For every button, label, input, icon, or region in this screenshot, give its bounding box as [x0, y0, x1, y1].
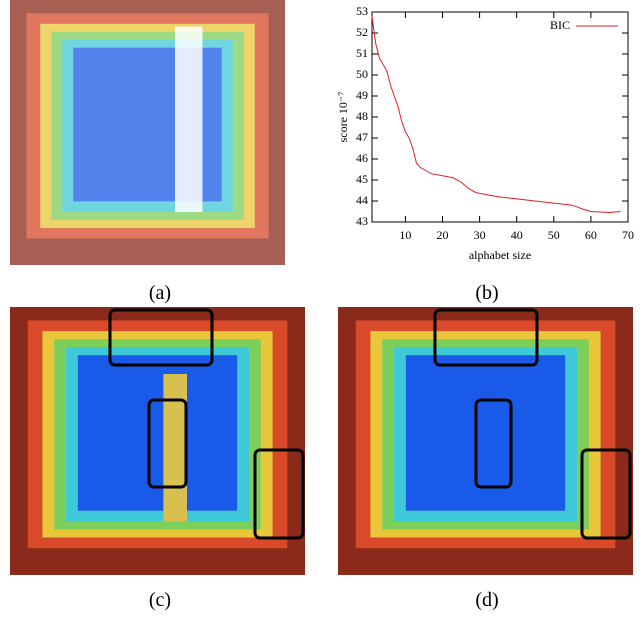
x-tick-label: 20	[436, 228, 448, 242]
panel-label: (a)	[149, 282, 171, 304]
x-tick-label: 10	[399, 228, 411, 242]
y-tick-label: 47	[356, 130, 368, 144]
y-tick-label: 45	[356, 172, 368, 186]
x-tick-label: 30	[474, 228, 486, 242]
y-tick-label: 51	[356, 46, 368, 60]
y-tick-label: 46	[356, 151, 368, 165]
line	[372, 16, 621, 212]
y-tick-label: 52	[356, 25, 368, 39]
x-axis-label: alphabet size	[469, 248, 531, 262]
plot-frame	[372, 12, 628, 222]
y-tick-label: 44	[356, 193, 368, 207]
panel-label: (c)	[149, 589, 171, 611]
x-tick-label: 40	[511, 228, 523, 242]
panel-label: (d)	[475, 589, 498, 611]
figure: (a) (b) (c) (d) 43 44 45 46 47 48 49 50 51 52 53 10…	[0, 0, 644, 612]
x-tick-label: 50	[548, 228, 560, 242]
image-d	[338, 307, 633, 575]
y-tick-label: 49	[356, 88, 368, 102]
x-tick-label: 60	[585, 228, 597, 242]
y-tick-label: 53	[356, 4, 368, 18]
x-tick-label: 70	[622, 228, 634, 242]
y-tick-label: 43	[356, 214, 368, 228]
panel-label: (b)	[475, 282, 498, 304]
legend-label: BIC	[550, 18, 570, 32]
y-axis-label: score 10⁻⁷	[336, 92, 350, 143]
image-a	[10, 0, 285, 265]
y-tick-label: 48	[356, 109, 368, 123]
y-tick-label: 50	[356, 67, 368, 81]
image-c	[10, 307, 305, 575]
